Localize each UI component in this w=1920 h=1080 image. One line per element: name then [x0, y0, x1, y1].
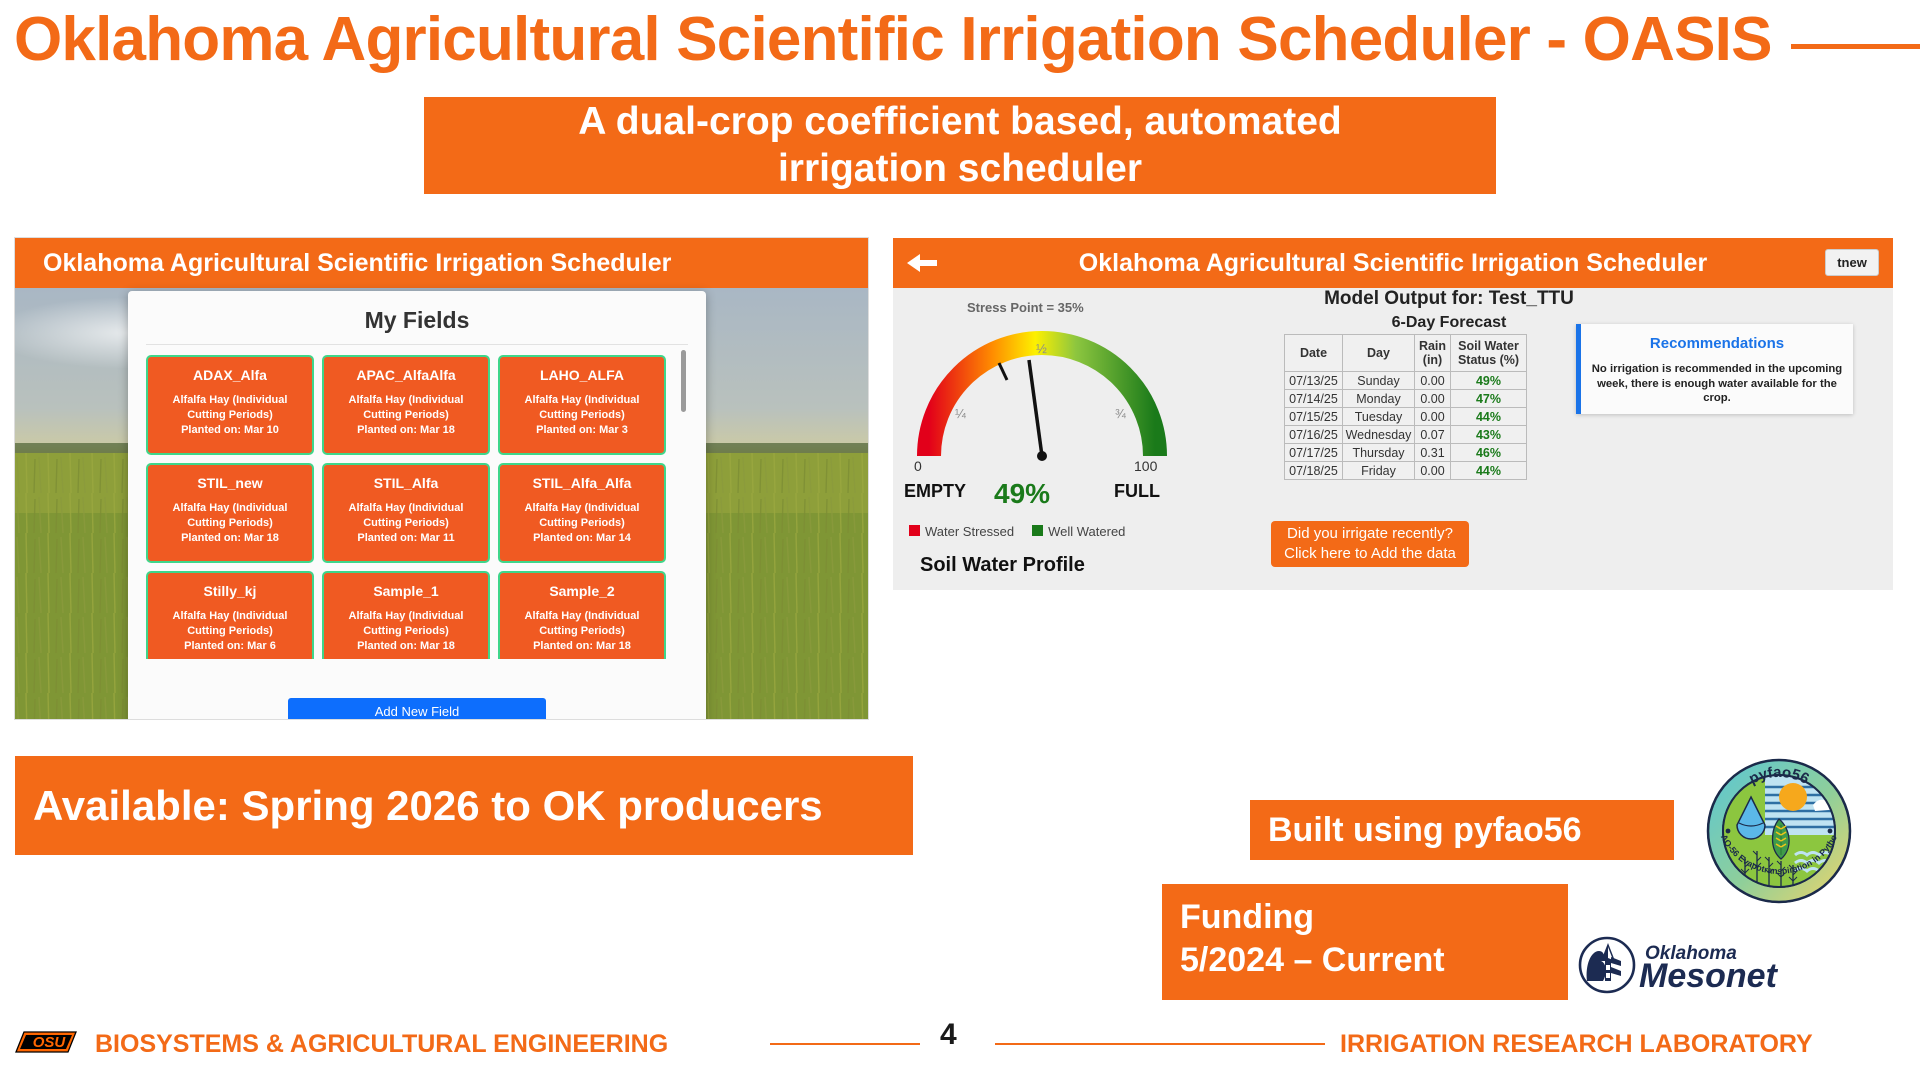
svg-text:Mesonet: Mesonet — [1639, 957, 1779, 995]
svg-text:¼: ¼ — [955, 406, 966, 421]
svg-text:OSU: OSU — [33, 1034, 67, 1051]
svg-text:¾: ¾ — [1115, 406, 1126, 421]
svg-text:½: ½ — [1036, 341, 1047, 356]
